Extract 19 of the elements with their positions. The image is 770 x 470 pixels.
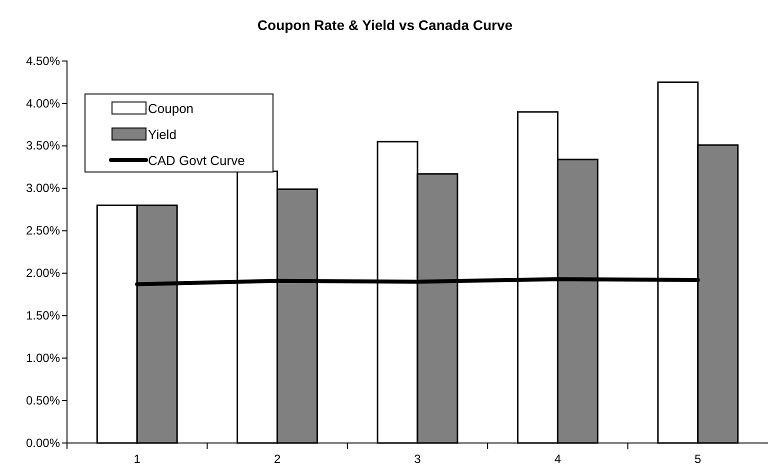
x-tick-label: 2: [274, 452, 281, 466]
legend-label: CAD Govt Curve: [148, 153, 245, 168]
x-tick-label: 4: [554, 452, 562, 466]
legend-label: Yield: [148, 127, 176, 142]
y-tick-label: 3.00%: [26, 181, 60, 196]
y-tick-label: 4.00%: [26, 96, 60, 110]
y-tick-label: 4.50%: [26, 54, 60, 68]
y-tick-label: 2.00%: [26, 266, 60, 280]
y-tick-label: 1.00%: [26, 350, 60, 365]
x-tick-label: 1: [134, 452, 141, 466]
y-tick-label: 0.50%: [26, 393, 60, 408]
chart-title: Coupon Rate & Yield vs Canada Curve: [257, 17, 513, 33]
legend-label: Coupon: [148, 101, 194, 116]
y-tick-label: 2.50%: [26, 224, 60, 238]
y-tick-label: 0.00%: [26, 436, 60, 450]
y-tick-label: 1.50%: [26, 308, 60, 323]
x-tick-label: 3: [414, 452, 422, 466]
x-tick-label: 5: [694, 452, 702, 466]
y-tick-label: 3.50%: [26, 138, 60, 153]
